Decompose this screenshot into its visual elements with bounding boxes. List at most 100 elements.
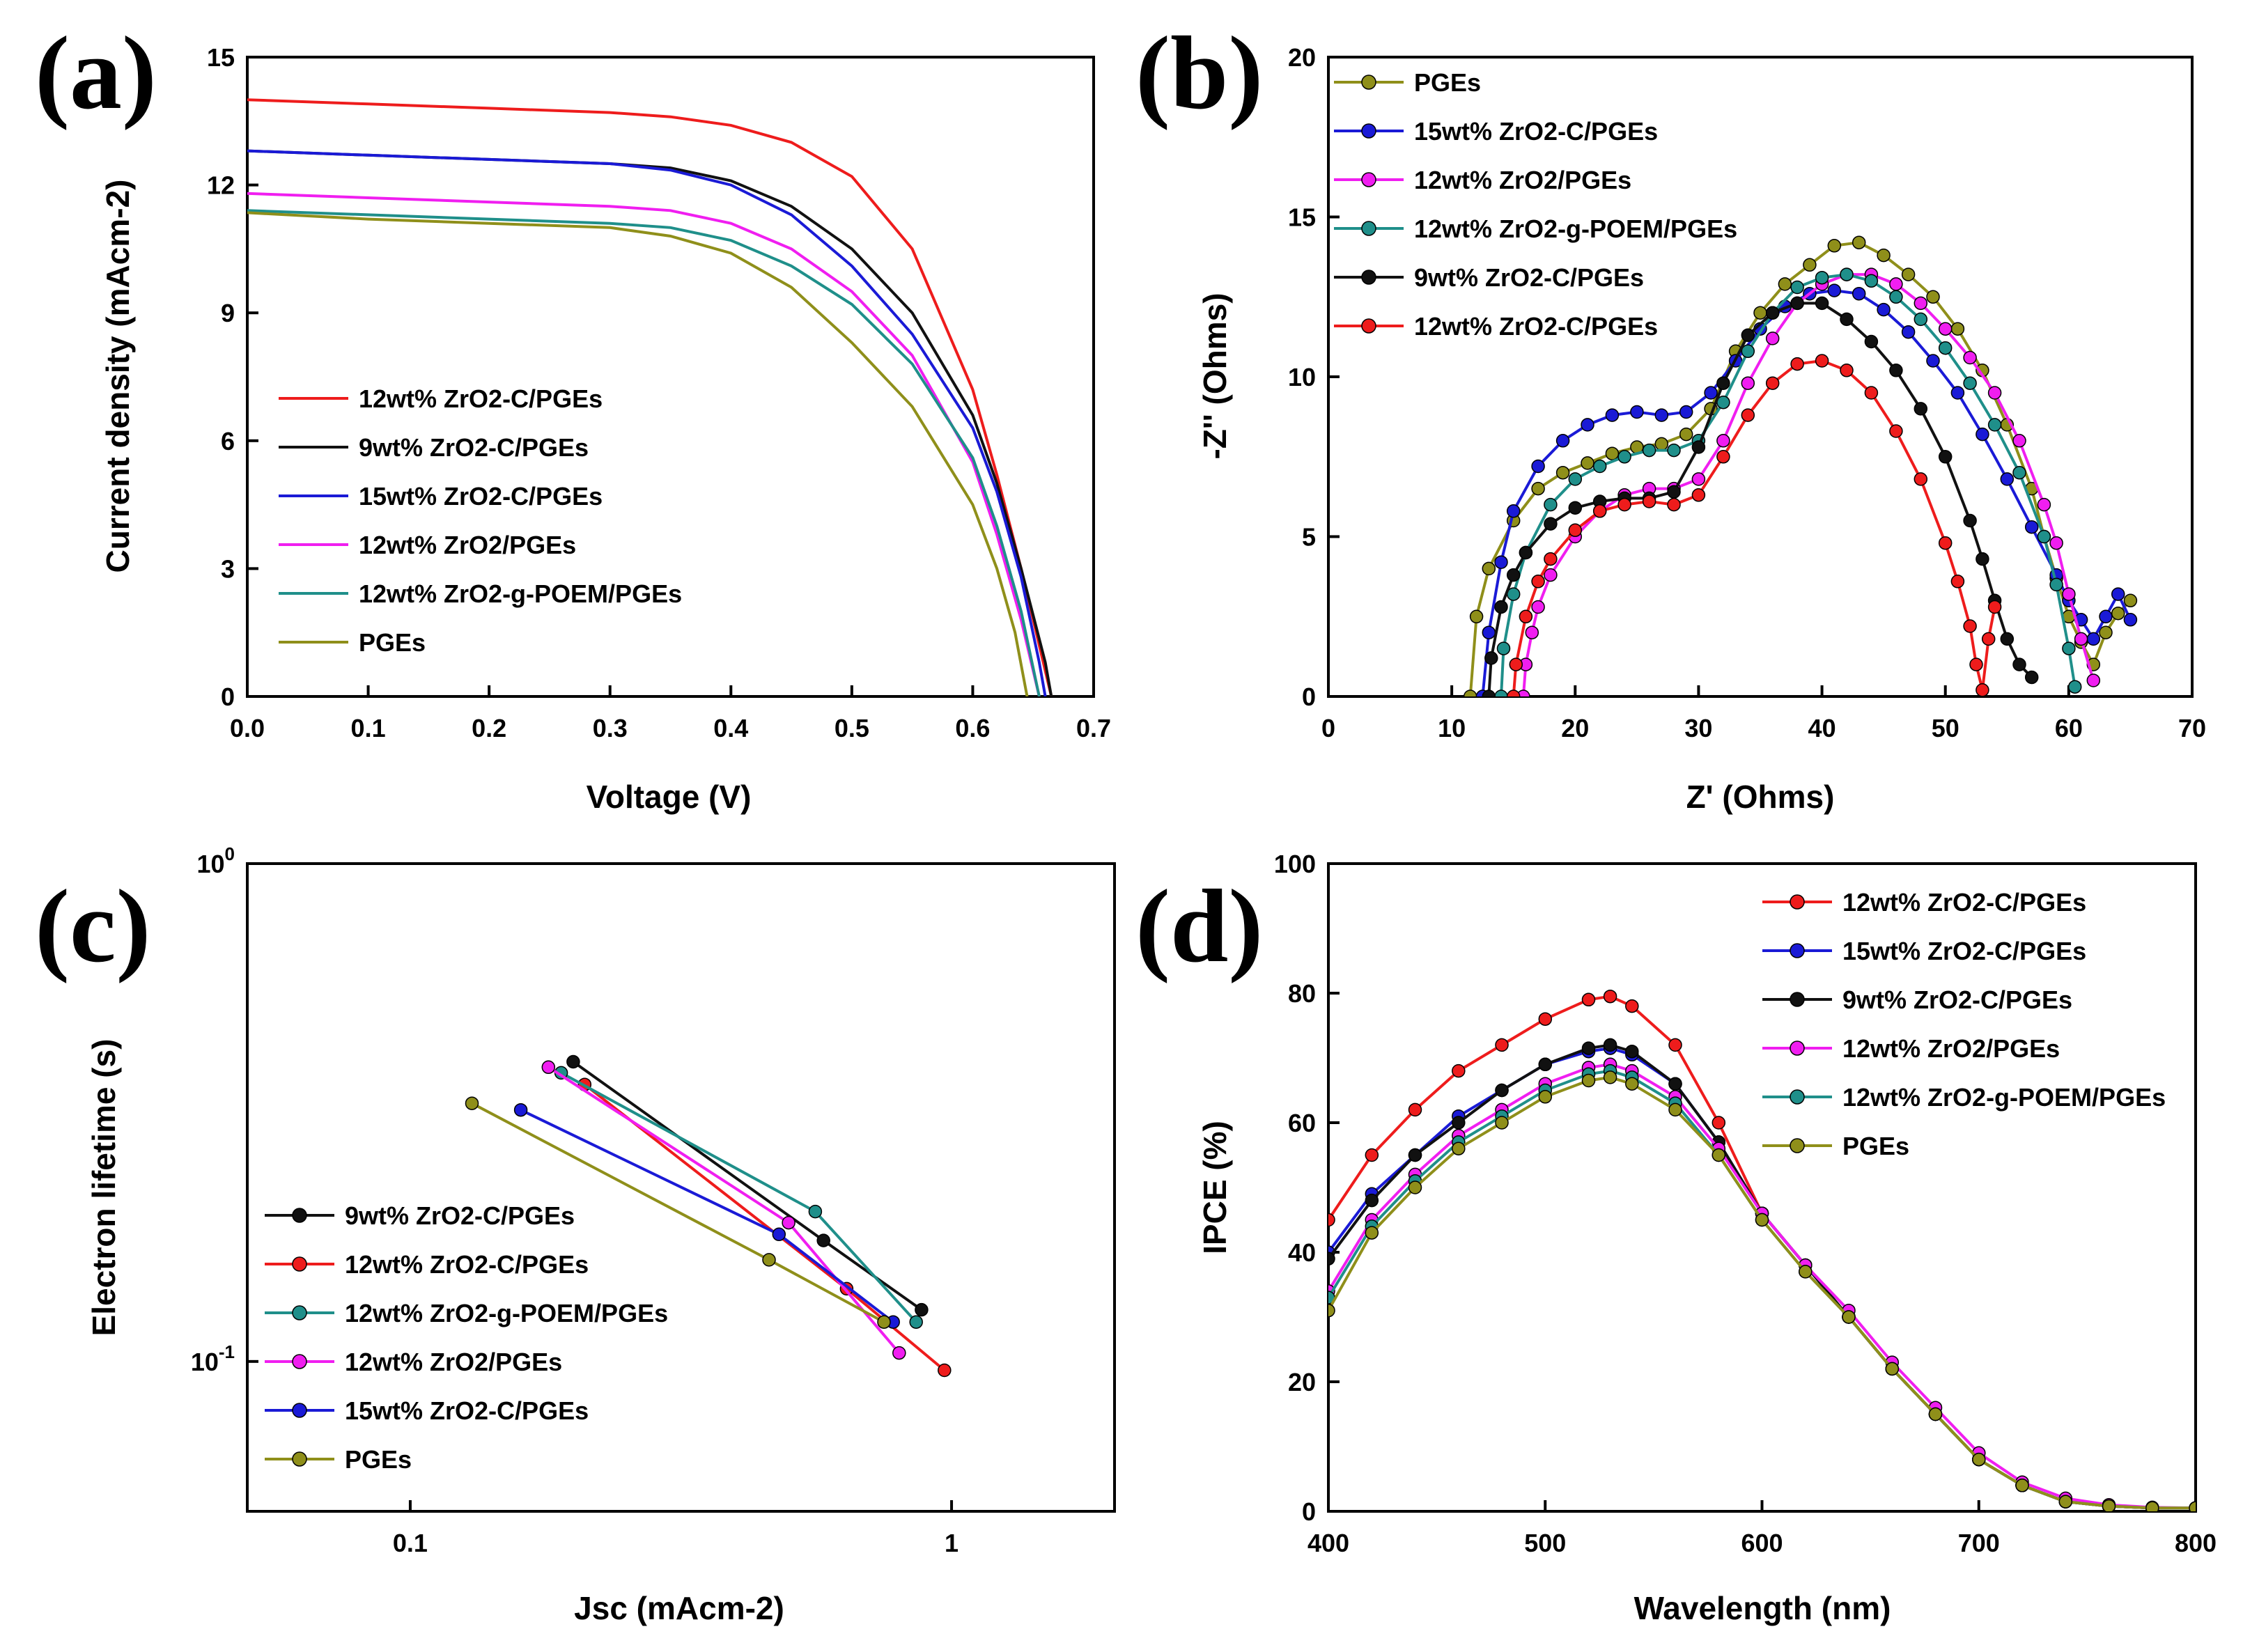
data-point (1704, 386, 1718, 400)
x-tick-label: 0.3 (593, 714, 628, 742)
panel-label: (d) (1135, 868, 1263, 984)
x-axis-title: Z' (Ohms) (1686, 779, 1835, 815)
panel-label: (c) (35, 868, 150, 984)
data-point (1668, 1038, 1682, 1052)
y-tick-label: 15 (207, 43, 235, 72)
legend-marker (1790, 894, 1805, 910)
data-point (1667, 485, 1681, 499)
legend-marker (1790, 1089, 1805, 1105)
data-point (1531, 481, 1545, 496)
data-point (1603, 1070, 1617, 1084)
data-point (465, 1096, 479, 1110)
y-tick-label: 3 (221, 554, 235, 583)
legend-marker (292, 1256, 307, 1272)
panel-d: (d) 400 500 600 700 800 0 20 40 60 80 100 Wavelength… (1135, 850, 2217, 1626)
data-point (1679, 427, 1693, 442)
panel-label: (b) (1135, 15, 1263, 131)
data-point (1506, 568, 1521, 582)
data-point (1765, 332, 1780, 345)
data-point (1679, 405, 1693, 419)
data-point (2058, 1495, 2073, 1509)
data-point (1885, 1362, 1900, 1376)
data-point (1365, 1148, 1379, 1162)
data-point (892, 1346, 906, 1360)
x-axis-title: Jsc (mAcm-2) (574, 1590, 784, 1626)
y-tick-label: 20 (1288, 1368, 1316, 1396)
data-point (1495, 1116, 1509, 1130)
data-point (1950, 575, 1965, 589)
data-point (1914, 402, 1928, 416)
y-tick-label: 0 (1302, 683, 1316, 711)
x-tick-label: 800 (2175, 1529, 2217, 1557)
legend-label: 15wt% ZrO2-C/PGEs (1414, 117, 1658, 146)
data-point (1581, 456, 1594, 470)
legend-label: 12wt% ZrO2/PGEs (359, 531, 576, 559)
y-axis-title: Current density (mAcm-2) (100, 180, 136, 573)
data-point (1538, 1090, 1553, 1104)
data-point (1603, 1038, 1617, 1052)
legend-label: 15wt% ZrO2-C/PGEs (345, 1396, 589, 1425)
data-point (1603, 989, 1617, 1004)
series-line (247, 149, 1047, 696)
x-tick-label: 0.1 (393, 1529, 428, 1557)
data-point (2086, 673, 2101, 687)
legend-label: 12wt% ZrO2-C/PGEs (345, 1250, 589, 1279)
data-point (1581, 418, 1594, 432)
data-point (938, 1363, 952, 1378)
y-tick-label: 20 (1288, 43, 1316, 72)
y-axis-title: IPCE (%) (1197, 1121, 1233, 1254)
legend-marker (1790, 1138, 1805, 1153)
data-point (1452, 1116, 1466, 1130)
data-point (1592, 459, 1607, 474)
data-point (1544, 497, 1558, 512)
data-point (1914, 312, 1928, 327)
x-tick-label: 0.4 (713, 714, 748, 742)
x-tick-label: 50 (1932, 714, 1959, 742)
data-point (1976, 427, 1989, 442)
data-point (816, 1233, 830, 1247)
data-point (1987, 600, 2002, 614)
legend-label: 15wt% ZrO2-C/PGEs (1842, 937, 2086, 965)
data-point (1538, 1012, 1553, 1026)
data-point (2049, 577, 2063, 592)
data-point (1452, 1141, 1466, 1155)
data-point (2000, 472, 2015, 486)
series-line (247, 192, 1041, 696)
y-tick-label: 100 (1274, 850, 1316, 878)
data-point (1408, 1180, 1422, 1194)
x-tick-label: 40 (1808, 714, 1836, 742)
data-point (2099, 609, 2113, 624)
legend-label: 12wt% ZrO2/PGEs (345, 1348, 562, 1376)
data-point (1408, 1102, 1422, 1117)
data-point (1654, 408, 1669, 422)
legend-label: 9wt% ZrO2-C/PGEs (1842, 985, 2072, 1014)
legend-marker (1790, 943, 1805, 958)
x-tick-label: 60 (2055, 714, 2083, 742)
legend-label: 9wt% ZrO2-C/PGEs (359, 433, 589, 462)
data-point (1519, 609, 1533, 624)
legend-label: 12wt% ZrO2/PGEs (1842, 1034, 2060, 1063)
data-point (909, 1315, 923, 1329)
data-point (1630, 405, 1644, 419)
data-point (1778, 277, 1792, 291)
legend-label: PGEs (1842, 1132, 1909, 1160)
data-point (1568, 523, 1583, 538)
series-line (1487, 302, 2033, 696)
data-point (2102, 1499, 2116, 1511)
legend-label: 12wt% ZrO2-g-POEM/PGEs (359, 579, 682, 608)
data-point (2062, 587, 2076, 601)
y-tick-label: 9 (221, 299, 235, 327)
data-point (1668, 1077, 1682, 1091)
data-point (1864, 386, 1879, 400)
data-point (1827, 239, 1842, 253)
data-point (1914, 472, 1928, 486)
data-point (1568, 501, 1583, 515)
data-point (1969, 657, 1983, 671)
data-point (1538, 1057, 1553, 1072)
data-point (1815, 354, 1829, 368)
legend-label: 12wt% ZrO2-g-POEM/PGEs (345, 1299, 668, 1327)
data-point (1840, 364, 1854, 377)
data-point (2086, 632, 2101, 646)
legend-marker (292, 1354, 307, 1369)
x-tick-label: 70 (2178, 714, 2206, 742)
